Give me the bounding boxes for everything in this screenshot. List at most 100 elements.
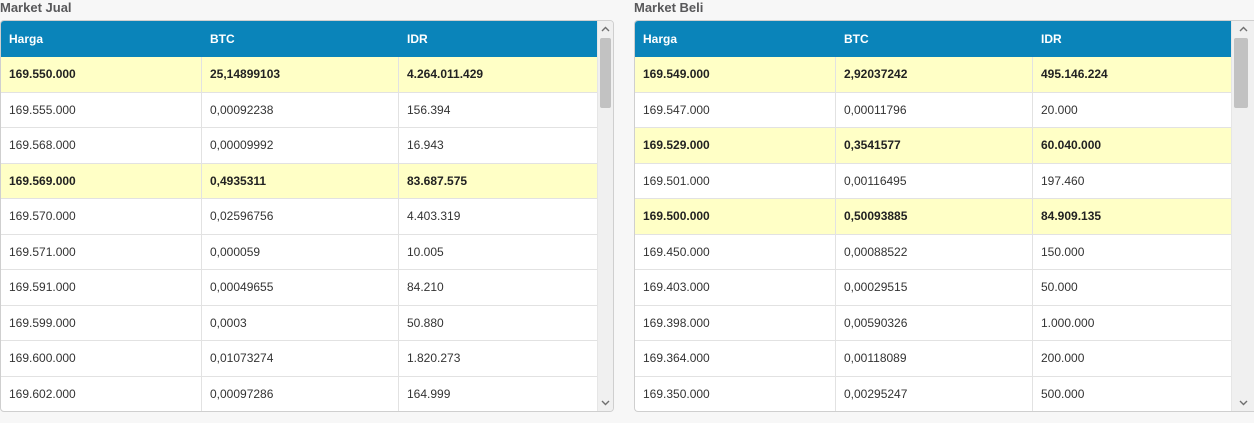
scrollbar-thumb[interactable] — [1234, 38, 1248, 108]
table-row[interactable]: 169.364.000 0,00118089 200.000 — [635, 341, 1231, 377]
table-row[interactable]: 169.555.000 0,00092238 156.394 — [1, 92, 597, 128]
chevron-down-icon[interactable] — [598, 395, 613, 411]
table-row[interactable]: 169.398.000 0,00590326 1.000.000 — [635, 305, 1231, 341]
column-header-idr[interactable]: IDR — [407, 32, 428, 46]
cell-idr: 83.687.575 — [407, 173, 468, 188]
cell-btc: 2,92037242 — [836, 57, 1033, 92]
table-row[interactable]: 169.547.000 0,00011796 20.000 — [635, 92, 1231, 128]
cell-harga: 169.550.000 — [1, 57, 202, 92]
table-row[interactable]: 169.501.000 0,00116495 197.460 — [635, 163, 1231, 199]
cell-btc: 0,00116495 — [836, 163, 1033, 198]
cell-btc: 0,00049655 — [202, 270, 399, 305]
cell-btc: 0,00092238 — [202, 92, 399, 127]
cell-harga: 169.599.000 — [1, 305, 202, 340]
cell-harga: 169.364.000 — [635, 341, 836, 376]
chevron-down-icon[interactable] — [1232, 395, 1254, 411]
market-beli-table: Harga BTC IDR 169.549.000 2,92037242 495.1… — [635, 21, 1231, 411]
table-row[interactable]: 169.568.000 0,00009992 16.943 — [1, 128, 597, 164]
cell-idr: 60.040.000 — [1041, 138, 1102, 152]
column-header-harga[interactable]: Harga — [9, 32, 44, 46]
table-row[interactable]: 169.350.000 0,00295247 500.000 — [635, 376, 1231, 411]
table-row[interactable]: 169.569.000 0,4935311 83.687.575 — [1, 163, 597, 199]
cell-idr: 197.460 — [1041, 173, 1085, 188]
cell-harga: 169.568.000 — [1, 128, 202, 163]
chevron-up-icon[interactable] — [1232, 21, 1254, 37]
table-header: Harga BTC IDR — [635, 21, 1231, 57]
cell-idr: 50.880 — [407, 315, 444, 330]
cell-harga: 169.549.000 — [635, 57, 836, 92]
cell-harga: 169.570.000 — [1, 199, 202, 234]
table-row[interactable]: 169.550.000 25,14899103 4.264.011.429 — [1, 57, 597, 93]
cell-harga: 169.602.000 — [1, 376, 202, 411]
cell-idr: 495.146.224 — [1041, 67, 1108, 81]
column-header-btc[interactable]: BTC — [844, 32, 869, 46]
cell-harga: 169.600.000 — [1, 341, 202, 376]
cell-btc: 0,00029515 — [836, 270, 1033, 305]
cell-idr: 10.005 — [407, 244, 444, 259]
cell-btc: 0,01073274 — [202, 341, 399, 376]
cell-btc: 0,000059 — [202, 234, 399, 269]
table-row[interactable]: 169.403.000 0,00029515 50.000 — [635, 270, 1231, 306]
cell-btc: 0,00590326 — [836, 305, 1033, 340]
chevron-up-icon[interactable] — [598, 21, 613, 37]
cell-btc: 0,0003 — [202, 305, 399, 340]
cell-idr: 500.000 — [1041, 386, 1085, 401]
cell-harga: 169.398.000 — [635, 305, 836, 340]
cell-harga: 169.501.000 — [635, 163, 836, 198]
table-row[interactable]: 169.549.000 2,92037242 495.146.224 — [635, 57, 1231, 93]
table-row[interactable]: 169.570.000 0,02596756 4.403.319 — [1, 199, 597, 235]
cell-btc: 0,02596756 — [202, 199, 399, 234]
cell-harga: 169.591.000 — [1, 270, 202, 305]
table-row[interactable]: 169.571.000 0,000059 10.005 — [1, 234, 597, 270]
table-row[interactable]: 169.599.000 0,0003 50.880 — [1, 305, 597, 341]
cell-idr: 1.000.000 — [1041, 315, 1095, 330]
market-jual-scrollbar[interactable] — [597, 21, 613, 411]
cell-btc: 0,50093885 — [836, 199, 1033, 234]
cell-idr: 16.943 — [407, 138, 444, 152]
table-row[interactable]: 169.450.000 0,00088522 150.000 — [635, 234, 1231, 270]
market-jual-title: Market Jual — [0, 0, 72, 15]
cell-idr: 164.999 — [407, 386, 451, 401]
scrollbar-thumb[interactable] — [600, 38, 611, 108]
table-header: Harga BTC IDR — [1, 21, 597, 57]
market-jual-table: Harga BTC IDR 169.550.000 25,14899103 4.26… — [1, 21, 597, 411]
market-jual-panel: Market Jual Harga BTC IDR 169.550.000 25,… — [0, 0, 614, 412]
cell-idr: 4.403.319 — [407, 209, 461, 223]
cell-btc: 0,00097286 — [202, 376, 399, 411]
cell-btc: 0,00118089 — [836, 341, 1033, 376]
cell-harga: 169.350.000 — [635, 376, 836, 411]
market-beli-table-container: Harga BTC IDR 169.549.000 2,92037242 495.1… — [634, 20, 1254, 412]
cell-btc: 25,14899103 — [202, 57, 399, 92]
column-header-idr[interactable]: IDR — [1041, 32, 1062, 46]
cell-idr: 150.000 — [1041, 244, 1085, 259]
cell-idr: 1.820.273 — [407, 351, 461, 365]
market-jual-table-container: Harga BTC IDR 169.550.000 25,14899103 4.26… — [0, 20, 614, 412]
cell-idr: 4.264.011.429 — [407, 67, 484, 81]
cell-harga: 169.529.000 — [635, 128, 836, 163]
cell-btc: 0,00295247 — [836, 376, 1033, 411]
cell-harga: 169.571.000 — [1, 234, 202, 269]
cell-btc: 0,4935311 — [202, 163, 399, 198]
table-row[interactable]: 169.600.000 0,01073274 1.820.273 — [1, 341, 597, 377]
column-header-harga[interactable]: Harga — [643, 32, 678, 46]
cell-harga: 169.403.000 — [635, 270, 836, 305]
cell-harga: 169.500.000 — [635, 199, 836, 234]
cell-idr: 20.000 — [1041, 102, 1078, 117]
cell-idr: 84.909.135 — [1041, 209, 1102, 223]
cell-harga: 169.450.000 — [635, 234, 836, 269]
market-beli-title: Market Beli — [634, 0, 704, 15]
table-row[interactable]: 169.500.000 0,50093885 84.909.135 — [635, 199, 1231, 235]
column-header-btc[interactable]: BTC — [210, 32, 235, 46]
table-body: 169.550.000 25,14899103 4.264.011.429 169.5… — [1, 57, 597, 411]
cell-idr: 50.000 — [1041, 280, 1078, 294]
cell-btc: 0,3541577 — [836, 128, 1033, 163]
cell-btc: 0,00009992 — [202, 128, 399, 163]
cell-btc: 0,00011796 — [836, 92, 1033, 127]
table-row[interactable]: 169.529.000 0,3541577 60.040.000 — [635, 128, 1231, 164]
cell-harga: 169.555.000 — [1, 92, 202, 127]
market-beli-scrollbar[interactable] — [1231, 21, 1254, 411]
cell-idr: 200.000 — [1041, 351, 1085, 365]
table-row[interactable]: 169.602.000 0,00097286 164.999 — [1, 376, 597, 411]
cell-harga: 169.547.000 — [635, 92, 836, 127]
table-row[interactable]: 169.591.000 0,00049655 84.210 — [1, 270, 597, 306]
